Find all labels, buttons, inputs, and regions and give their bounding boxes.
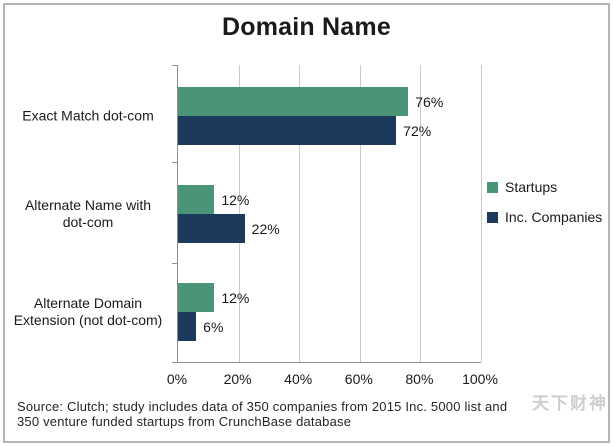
legend: Startups Inc. Companies xyxy=(487,179,602,239)
legend-label-inc-companies: Inc. Companies xyxy=(505,209,603,225)
value-label-inc-companies-exact-match-dot-com: 72% xyxy=(403,122,432,139)
x-tick-label-20pct: 20% xyxy=(223,371,252,387)
category-label-line: dot-com xyxy=(62,214,114,230)
category-label-alternate-domain-extension-not-dot-com: Alternate Domain Extension (not dot-com) xyxy=(6,295,170,329)
bar-startups-alternate-name-with-dot-com xyxy=(178,185,215,214)
x-tick-label-100pct: 100% xyxy=(462,371,498,387)
legend-item-startups: Startups xyxy=(487,179,602,195)
x-tick-label-60pct: 60% xyxy=(344,371,373,387)
category-label-line: Extension (not dot-com) xyxy=(13,312,163,328)
value-label-inc-companies-alternate-name-with-dot-com: 22% xyxy=(251,220,280,237)
x-tick-label-80pct: 80% xyxy=(405,371,434,387)
gridline-80pct xyxy=(420,65,422,362)
value-label-startups-alternate-domain-extension-not-dot-com: 12% xyxy=(221,289,250,306)
bar-startups-exact-match-dot-com xyxy=(178,87,409,116)
source-note: Source: Clutch; study includes data of 3… xyxy=(17,399,592,429)
bar-inc-companies-exact-match-dot-com xyxy=(178,116,397,145)
category-label-line: Alternate Name with xyxy=(24,197,152,213)
value-label-startups-exact-match-dot-com: 76% xyxy=(415,93,444,110)
category-label-line: Exact Match dot-com xyxy=(22,107,154,124)
legend-item-inc-companies: Inc. Companies xyxy=(487,209,602,225)
legend-swatch-startups xyxy=(487,181,498,193)
legend-swatch-inc-companies xyxy=(487,211,498,223)
value-label-inc-companies-alternate-domain-extension-not-dot-com: 6% xyxy=(203,318,224,335)
category-label-line: Alternate Domain xyxy=(33,295,143,311)
gridline-20pct xyxy=(238,65,240,362)
plot-area: 76% 12% 12% 72% 22% 6% xyxy=(172,65,482,363)
value-label-startups-alternate-name-with-dot-com: 12% xyxy=(221,191,250,208)
legend-label-startups: Startups xyxy=(505,179,558,195)
gridline-100pct xyxy=(481,65,482,362)
bar-inc-companies-alternate-domain-extension-not-dot-com xyxy=(178,312,197,341)
bar-inc-companies-alternate-name-with-dot-com xyxy=(178,214,245,243)
source-line-2: 350 venture funded startups from CrunchB… xyxy=(17,414,352,429)
gridline-60pct xyxy=(359,65,361,362)
category-label-alternate-name-with-dot-com: Alternate Name with dot-com xyxy=(6,197,170,231)
category-label-exact-match-dot-com: Exact Match dot-com xyxy=(6,108,170,125)
watermark: 天下财神 xyxy=(532,394,608,413)
source-line-1: Source: Clutch; study includes data of 3… xyxy=(17,399,508,414)
bar-startups-alternate-domain-extension-not-dot-com xyxy=(178,283,215,312)
gridline-40pct xyxy=(299,65,301,362)
y-axis-tick xyxy=(172,263,178,264)
x-tick-label-0pct: 0% xyxy=(166,371,188,387)
chart-title: Domain Name xyxy=(222,13,391,41)
x-tick-label-40pct: 40% xyxy=(284,371,313,387)
y-axis-tick xyxy=(172,65,178,66)
y-axis-tick xyxy=(172,362,178,363)
y-axis-tick xyxy=(172,162,178,163)
